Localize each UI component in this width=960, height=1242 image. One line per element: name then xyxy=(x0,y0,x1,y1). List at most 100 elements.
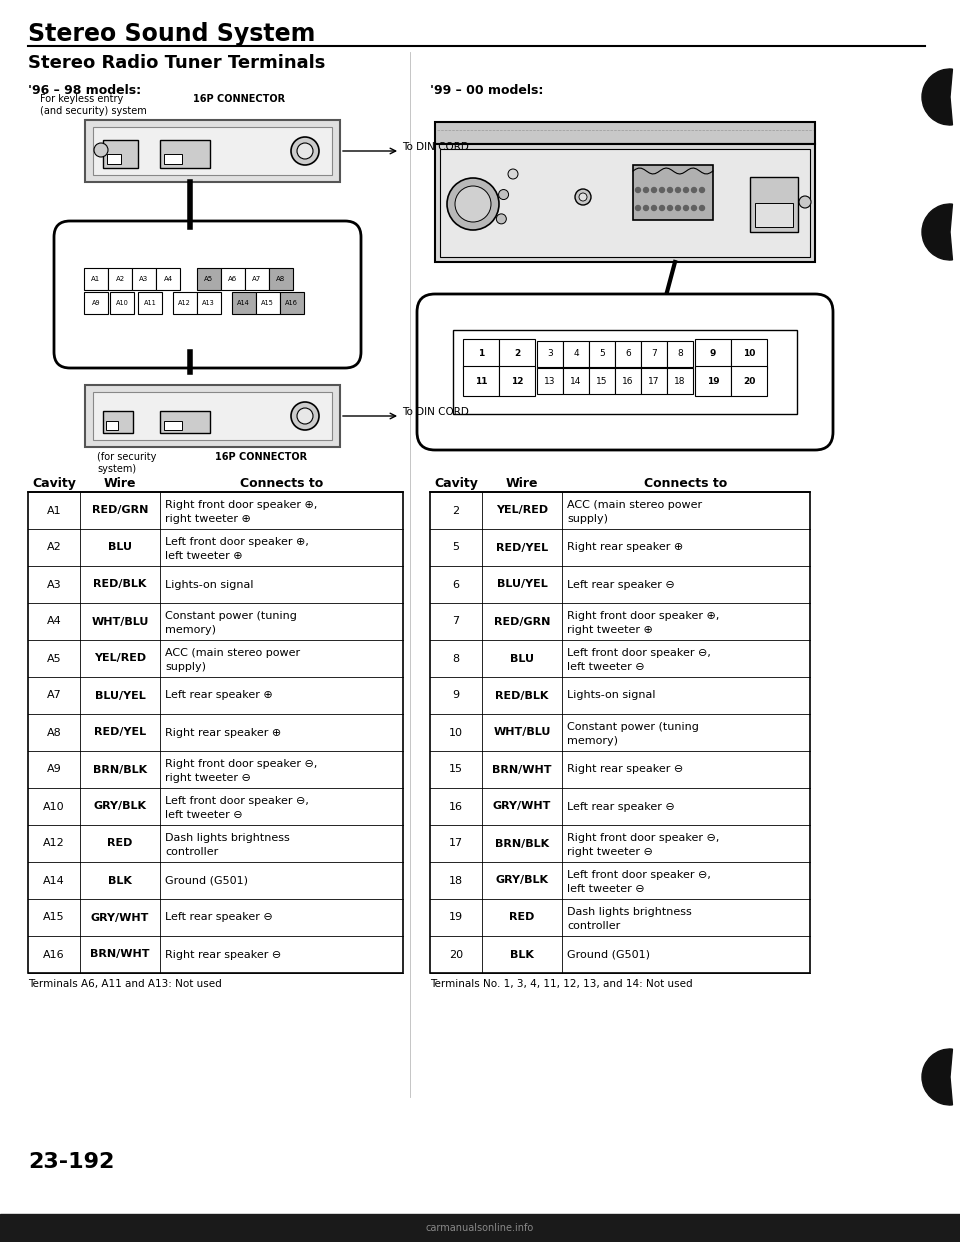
Bar xyxy=(197,292,221,314)
Bar xyxy=(160,411,210,433)
Text: RED/BLK: RED/BLK xyxy=(495,691,549,700)
Circle shape xyxy=(676,188,681,193)
Text: Left rear speaker ⊖: Left rear speaker ⊖ xyxy=(165,913,273,923)
Bar xyxy=(667,342,693,366)
Text: A8: A8 xyxy=(276,276,285,282)
Bar xyxy=(750,178,798,232)
Bar xyxy=(0,1213,960,1242)
Text: Stereo Sound System: Stereo Sound System xyxy=(28,22,316,46)
Text: Ground (G501): Ground (G501) xyxy=(567,949,650,960)
Text: A7: A7 xyxy=(252,276,261,282)
Text: A5: A5 xyxy=(204,276,213,282)
Circle shape xyxy=(508,169,518,179)
Bar xyxy=(269,268,293,289)
Text: 13: 13 xyxy=(544,376,556,385)
Circle shape xyxy=(447,178,499,230)
Circle shape xyxy=(652,205,657,210)
Text: Lights-on signal: Lights-on signal xyxy=(567,691,656,700)
Text: left tweeter ⊕: left tweeter ⊕ xyxy=(165,551,243,561)
Bar xyxy=(160,140,210,168)
Circle shape xyxy=(636,205,640,210)
Text: Dash lights brightness: Dash lights brightness xyxy=(165,832,290,842)
Text: ACC (main stereo power: ACC (main stereo power xyxy=(165,647,300,657)
Text: Wire: Wire xyxy=(506,477,539,491)
Bar xyxy=(164,421,182,430)
Circle shape xyxy=(700,188,705,193)
Circle shape xyxy=(94,143,108,156)
Text: RED/YEL: RED/YEL xyxy=(94,728,146,738)
Text: Right front door speaker ⊖,: Right front door speaker ⊖, xyxy=(567,832,719,842)
Text: 23-192: 23-192 xyxy=(28,1153,114,1172)
Text: GRY/BLK: GRY/BLK xyxy=(93,801,147,811)
Text: 16P CONNECTOR: 16P CONNECTOR xyxy=(193,94,285,104)
Bar xyxy=(731,366,767,396)
Text: 8: 8 xyxy=(677,349,683,359)
Text: Lights-on signal: Lights-on signal xyxy=(165,580,253,590)
Text: carmanualsonline.info: carmanualsonline.info xyxy=(426,1223,534,1233)
Bar xyxy=(245,268,269,289)
Text: 19: 19 xyxy=(707,376,719,385)
Text: Connects to: Connects to xyxy=(644,477,728,491)
Text: BRN/BLK: BRN/BLK xyxy=(93,765,147,775)
Text: 6: 6 xyxy=(625,349,631,359)
Text: supply): supply) xyxy=(165,662,206,672)
Text: RED/GRN: RED/GRN xyxy=(92,505,148,515)
Text: 6: 6 xyxy=(452,580,460,590)
Text: 16: 16 xyxy=(622,376,634,385)
Text: A7: A7 xyxy=(47,691,61,700)
Circle shape xyxy=(676,205,681,210)
Bar xyxy=(435,122,815,144)
Circle shape xyxy=(496,214,506,224)
Text: A1: A1 xyxy=(91,276,101,282)
Bar xyxy=(499,339,535,369)
Circle shape xyxy=(636,188,640,193)
Circle shape xyxy=(684,188,688,193)
Text: A1: A1 xyxy=(47,505,61,515)
Text: BRN/BLK: BRN/BLK xyxy=(495,838,549,848)
Text: A4: A4 xyxy=(163,276,173,282)
Text: To DIN CORD: To DIN CORD xyxy=(402,407,468,417)
Text: A5: A5 xyxy=(47,653,61,663)
Text: ACC (main stereo power: ACC (main stereo power xyxy=(567,499,702,509)
Text: left tweeter ⊖: left tweeter ⊖ xyxy=(165,810,243,821)
Bar xyxy=(93,392,332,440)
Circle shape xyxy=(579,193,587,201)
Text: memory): memory) xyxy=(567,737,618,746)
Text: Right rear speaker ⊕: Right rear speaker ⊕ xyxy=(165,728,281,738)
Text: BRN/WHT: BRN/WHT xyxy=(492,765,552,775)
Text: right tweeter ⊖: right tweeter ⊖ xyxy=(567,847,653,857)
Bar xyxy=(85,385,340,447)
Bar xyxy=(430,492,810,972)
Text: A3: A3 xyxy=(47,580,61,590)
Bar xyxy=(173,292,197,314)
Text: Connects to: Connects to xyxy=(240,477,324,491)
Text: supply): supply) xyxy=(567,514,608,524)
Text: WHT/BLU: WHT/BLU xyxy=(493,728,551,738)
FancyBboxPatch shape xyxy=(54,221,361,368)
Bar xyxy=(103,140,138,168)
Text: GRY/BLK: GRY/BLK xyxy=(495,876,548,886)
Text: Right front door speaker ⊕,: Right front door speaker ⊕, xyxy=(165,499,318,509)
Text: Right front door speaker ⊕,: Right front door speaker ⊕, xyxy=(567,611,719,621)
Text: A15: A15 xyxy=(261,301,274,306)
Bar xyxy=(28,492,403,972)
Text: Right rear speaker ⊕: Right rear speaker ⊕ xyxy=(567,543,684,553)
Text: Dash lights brightness: Dash lights brightness xyxy=(567,907,692,917)
Bar xyxy=(755,202,793,227)
Text: A11: A11 xyxy=(144,301,156,306)
Circle shape xyxy=(575,189,591,205)
Text: A14: A14 xyxy=(237,301,250,306)
Circle shape xyxy=(498,190,509,200)
Bar xyxy=(132,268,156,289)
Circle shape xyxy=(660,188,664,193)
Bar xyxy=(110,292,134,314)
Text: BLU/YEL: BLU/YEL xyxy=(95,691,145,700)
Bar xyxy=(695,366,731,396)
Text: 18: 18 xyxy=(674,376,685,385)
Text: Constant power (tuning: Constant power (tuning xyxy=(567,722,699,732)
Text: A13: A13 xyxy=(203,301,215,306)
Circle shape xyxy=(291,402,319,430)
Circle shape xyxy=(643,205,649,210)
Text: memory): memory) xyxy=(165,626,216,636)
Text: Ground (G501): Ground (G501) xyxy=(165,876,248,886)
